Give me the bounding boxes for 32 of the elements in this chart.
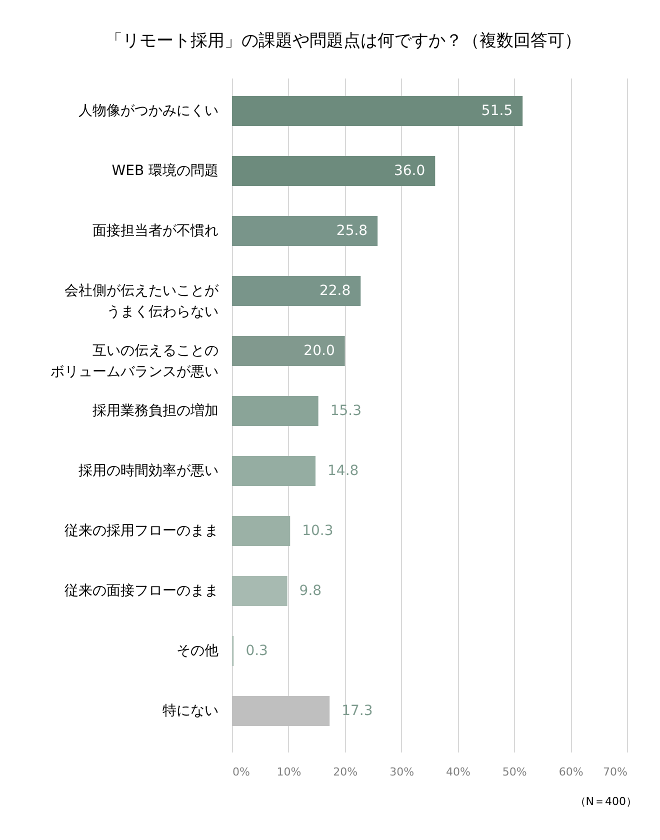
y-tick-label: その他 bbox=[176, 643, 218, 659]
text: （N＝400） bbox=[574, 795, 637, 808]
data-label: 22.8 bbox=[319, 283, 351, 299]
x-tick-label: 20% bbox=[333, 766, 358, 778]
x-tick-label: 30% bbox=[390, 766, 414, 778]
data-label: 17.3 bbox=[342, 703, 373, 719]
y-tick-label: WEB 環境の問題 bbox=[112, 163, 218, 179]
x-tick-label: 40% bbox=[446, 766, 470, 778]
x-tick-label: 70% bbox=[603, 766, 628, 778]
data-label: 0.3 bbox=[246, 643, 268, 659]
x-tick-label: 0% bbox=[232, 766, 250, 778]
data-label: 20.0 bbox=[304, 343, 335, 359]
y-tick-label: 従来の面接フローのまま bbox=[64, 583, 218, 599]
data-label: 36.0 bbox=[394, 163, 426, 179]
chart-title: 「リモート採用」の課題や問題点は何ですか？（複数回答可） bbox=[106, 31, 582, 51]
x-tick-label: 60% bbox=[558, 766, 584, 778]
data-label: 15.3 bbox=[330, 403, 362, 419]
y-tick-label: 会社側が伝えたいことがうまく伝わらない bbox=[64, 283, 220, 320]
y-tick-label: 特にない bbox=[162, 703, 218, 719]
y-tick-label: 面接担当者が不慣れ bbox=[92, 223, 218, 239]
x-tick-label: 10% bbox=[276, 766, 302, 778]
data-label: 10.3 bbox=[302, 523, 334, 539]
y-tick-label: 採用業務負担の増加 bbox=[92, 402, 218, 419]
y-tick-label: 従来の採用フローのまま bbox=[64, 523, 218, 539]
data-label: 25.8 bbox=[336, 223, 368, 239]
y-tick-label: 採用の時間効率が悪い bbox=[78, 463, 218, 479]
y-tick-label: 人物像がつかみにくい bbox=[78, 103, 218, 119]
data-label: 14.8 bbox=[328, 463, 359, 479]
y-tick-label: 互いの伝えることのボリュームバランスが悪い bbox=[50, 343, 218, 380]
data-label: 9.8 bbox=[299, 583, 322, 599]
x-tick-label: 50% bbox=[502, 766, 527, 778]
data-label: 51.5 bbox=[481, 103, 513, 119]
